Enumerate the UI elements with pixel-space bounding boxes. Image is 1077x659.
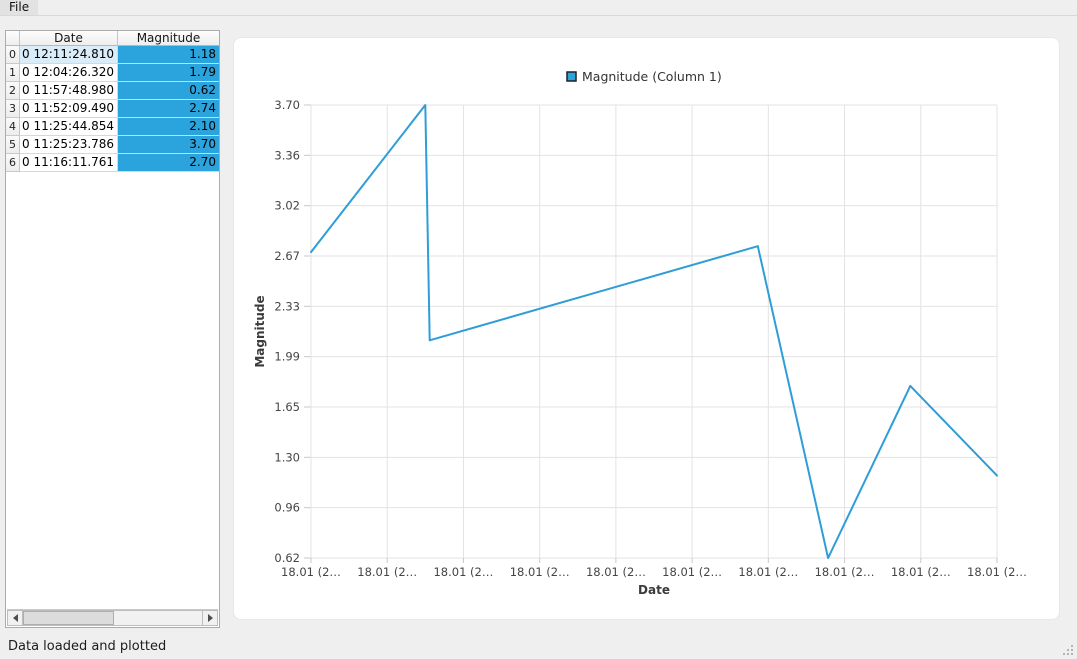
row-header[interactable]: 3	[6, 100, 20, 118]
x-tick-label: 18.01 (2…	[662, 565, 722, 579]
row-header[interactable]: 2	[6, 82, 20, 100]
x-tick-label: 18.01 (2…	[815, 565, 875, 579]
size-grip[interactable]	[1062, 644, 1075, 657]
legend-label: Magnitude (Column 1)	[582, 69, 722, 84]
table-cell-date[interactable]: 0 12:11:24.810	[20, 46, 118, 64]
y-tick-label: 1.30	[274, 450, 300, 464]
scrollbar-thumb[interactable]	[23, 611, 115, 625]
x-tick-label: 18.01 (2…	[357, 565, 417, 579]
table-cell-magnitude[interactable]: 2.74	[118, 100, 219, 118]
x-tick-label: 18.01 (2…	[433, 565, 493, 579]
status-bar: Data loaded and plotted	[0, 633, 1077, 659]
x-tick-label: 18.01 (2…	[281, 565, 341, 579]
table-cell-date[interactable]: 0 12:04:26.320	[20, 64, 118, 82]
table-horizontal-scrollbar[interactable]	[7, 609, 218, 626]
table-cell-magnitude[interactable]: 3.70	[118, 136, 219, 154]
table-cell-date[interactable]: 0 11:25:44.854	[20, 118, 118, 136]
x-tick-label: 18.01 (2…	[738, 565, 798, 579]
y-tick-label: 3.02	[274, 199, 300, 213]
row-header[interactable]: 1	[6, 64, 20, 82]
y-tick-label: 1.99	[274, 350, 300, 364]
series-line-magnitude	[310, 104, 998, 559]
table-cell-date[interactable]: 0 11:25:23.786	[20, 136, 118, 154]
table-header-row: Date Magnitude	[6, 31, 219, 46]
row-header[interactable]: 6	[6, 154, 20, 172]
menu-file[interactable]: File	[0, 0, 39, 15]
menu-bar: File	[0, 0, 1077, 16]
table-cell-date[interactable]: 0 11:52:09.490	[20, 100, 118, 118]
x-tick-label: 18.01 (2…	[891, 565, 951, 579]
status-text: Data loaded and plotted	[8, 638, 167, 654]
table-cell-magnitude[interactable]: 1.18	[118, 46, 219, 64]
table-cell-date[interactable]: 0 11:57:48.980	[20, 82, 118, 100]
scroll-right-arrow-icon	[207, 614, 213, 622]
table-cell-magnitude[interactable]: 0.62	[118, 82, 219, 100]
y-tick-label: 3.36	[274, 148, 300, 162]
column-header-magnitude[interactable]: Magnitude	[118, 31, 219, 46]
x-axis-title: Date	[638, 583, 670, 597]
table-cell-magnitude[interactable]: 2.70	[118, 154, 219, 172]
x-tick-label: 18.01 (2…	[967, 565, 1027, 579]
table-cell-magnitude[interactable]: 1.79	[118, 64, 219, 82]
y-tick-label: 0.96	[274, 501, 300, 515]
y-tick-label: 2.33	[274, 299, 300, 313]
row-header[interactable]: 4	[6, 118, 20, 136]
row-header[interactable]: 0	[6, 46, 20, 64]
table-cell-date[interactable]: 0 11:16:11.761	[20, 154, 118, 172]
y-tick-label: 3.70	[274, 98, 300, 112]
magnitude-line-chart: 3.70 3.36 3.02 2.67 2.33 1.99 1.65 1.30 0.96 0.62…	[253, 69, 1027, 597]
scroll-left-arrow-icon	[12, 614, 18, 622]
chart-panel: 3.70 3.36 3.02 2.67 2.33 1.99 1.65 1.30 0.96 0.62…	[233, 37, 1060, 620]
row-header[interactable]: 5	[6, 136, 20, 154]
x-tick-label: 18.01 (2…	[510, 565, 570, 579]
y-tick-label: 0.62	[274, 551, 300, 565]
scroll-left-button[interactable]	[7, 610, 23, 626]
y-tick-label: 1.65	[274, 400, 300, 414]
table-corner-header[interactable]	[6, 31, 20, 46]
y-tick-label: 2.67	[274, 249, 300, 263]
legend-marker	[566, 71, 577, 82]
x-tick-label: 18.01 (2…	[586, 565, 646, 579]
scrollbar-track[interactable]	[23, 610, 202, 626]
scroll-right-button[interactable]	[202, 610, 218, 626]
column-header-date[interactable]: Date	[20, 31, 118, 46]
table-cell-magnitude[interactable]: 2.10	[118, 118, 219, 136]
y-axis-title: Magnitude	[253, 295, 267, 367]
